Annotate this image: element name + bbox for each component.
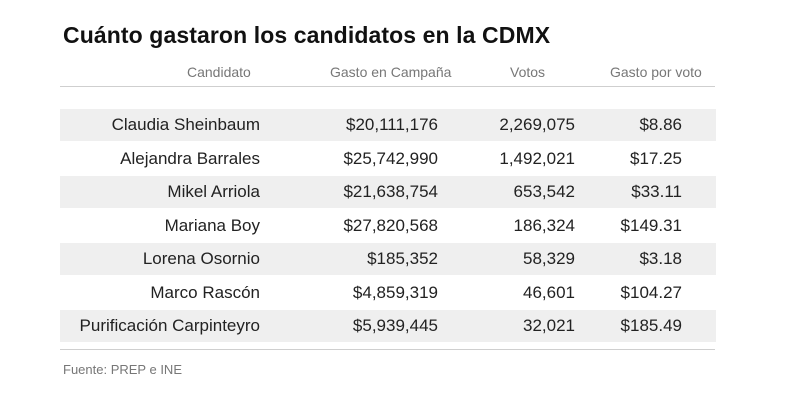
cell-votos: 32,021 [523, 316, 575, 335]
cell-votos: 2,269,075 [499, 115, 575, 134]
cell-gasto-por-voto: $3.18 [639, 249, 682, 268]
table-row: Lorena Osornio $185,352 58,329 $3.18 [60, 243, 716, 275]
cell-candidato: Claudia Sheinbaum [111, 115, 260, 134]
column-header-gasto-por-voto: Gasto por voto [610, 64, 702, 80]
cell-candidato: Marco Rascón [150, 282, 260, 302]
header-divider [60, 86, 715, 87]
cell-votos: 186,324 [513, 215, 575, 235]
cell-votos: 653,542 [513, 182, 575, 201]
table-row: Marco Rascón $4,859,319 46,601 $104.27 [60, 277, 716, 309]
cell-candidato: Lorena Osornio [142, 249, 260, 268]
table-row: Claudia Sheinbaum $20,111,176 2,269,075 $8.… [60, 109, 716, 141]
cell-gasto-por-voto: $104.27 [620, 282, 682, 302]
cell-votos: 1,492,021 [499, 148, 575, 168]
cell-gasto: $4,859,319 [352, 282, 438, 302]
table-row: Mikel Arriola $21,638,754 653,542 $33.11 [60, 176, 716, 208]
cell-candidato: Mariana Boy [164, 215, 260, 235]
column-header-votos: Votos [510, 64, 546, 80]
table-row: Purificación Carpinteyro $5,939,445 32,021… [60, 310, 716, 342]
cell-gasto: $20,111,176 [345, 115, 438, 134]
cell-gasto-por-voto: $185.49 [620, 316, 682, 335]
source-note: Fuente: PREP e INE [63, 362, 182, 377]
cell-gasto-por-voto: $8.86 [639, 115, 682, 134]
column-header-gasto: Gasto en Campaña [330, 64, 452, 80]
footer-divider [60, 349, 715, 350]
cell-gasto: $185,352 [367, 249, 438, 268]
table-row: Alejandra Barrales $25,742,990 1,492,021 $1… [60, 143, 716, 175]
cell-candidato: Purificación Carpinteyro [79, 316, 260, 335]
cell-gasto: $5,939,445 [352, 316, 438, 335]
cell-gasto: $25,742,990 [343, 148, 438, 168]
cell-votos: 58,329 [523, 249, 575, 268]
cell-votos: 46,601 [523, 282, 575, 302]
cell-gasto: $27,820,568 [343, 215, 438, 235]
cell-candidato: Alejandra Barrales [120, 148, 260, 168]
cell-gasto-por-voto: $149.31 [620, 215, 682, 235]
cell-candidato: Mikel Arriola [167, 182, 260, 201]
chart-title: Cuánto gastaron los candidatos en la CDM… [63, 22, 551, 48]
column-header-candidato: Candidato [187, 64, 251, 80]
cell-gasto-por-voto: $17.25 [630, 148, 682, 168]
cell-gasto-por-voto: $33.11 [631, 182, 682, 201]
cell-gasto: $21,638,754 [343, 182, 438, 201]
table-row: Mariana Boy $27,820,568 186,324 $149.31 [60, 210, 716, 242]
